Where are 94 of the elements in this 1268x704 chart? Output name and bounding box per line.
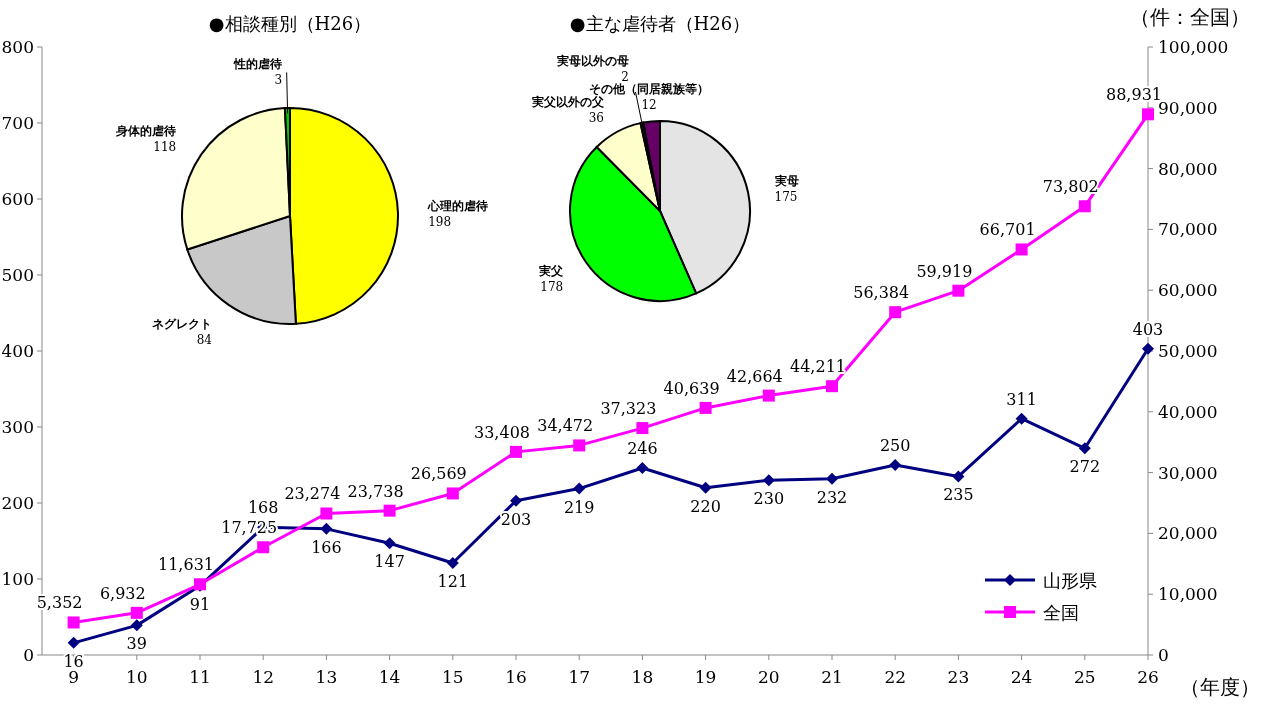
data-label: 121 bbox=[437, 572, 469, 592]
y2-tick-label: 10,000 bbox=[1158, 584, 1218, 605]
data-label: 250 bbox=[879, 436, 911, 455]
data-label: 37,323 bbox=[600, 399, 657, 419]
data-label: 34,472 bbox=[537, 416, 594, 436]
x-tick-label: 15 bbox=[441, 667, 464, 687]
data-label: 73,802 bbox=[1042, 177, 1099, 197]
legend-label: 全国 bbox=[1043, 602, 1079, 623]
chart-title: ●相談種別（H26） bbox=[208, 13, 372, 34]
data-label: 198 bbox=[428, 215, 452, 230]
data-label: 166 bbox=[311, 537, 342, 557]
data-label: 232 bbox=[816, 487, 848, 507]
data-label: 272 bbox=[1069, 457, 1101, 477]
data-label: 3 bbox=[274, 73, 283, 88]
data-label: 56,384 bbox=[853, 283, 910, 303]
y2-tick-label: 30,000 bbox=[1158, 462, 1218, 483]
y-tick-label: 100 bbox=[1, 569, 34, 589]
data-label: 5,352 bbox=[36, 593, 83, 613]
data-label: 39 bbox=[126, 634, 147, 654]
data-label: 203 bbox=[500, 509, 532, 529]
data-label: 6,932 bbox=[99, 583, 146, 603]
x-tick-label: 20 bbox=[757, 667, 780, 687]
x-tick-label: 26 bbox=[1137, 667, 1159, 687]
data-label: 168 bbox=[247, 498, 279, 518]
legend-label: 山形県 bbox=[1043, 570, 1097, 591]
x-tick-label: 14 bbox=[378, 667, 401, 687]
x-tick-label: 22 bbox=[884, 667, 907, 687]
x-tick-label: 13 bbox=[315, 667, 338, 687]
x-tick-label: 10 bbox=[125, 667, 148, 687]
x-tick-label: 23 bbox=[947, 667, 970, 687]
data-label: 403 bbox=[1132, 319, 1164, 339]
slice-label: 実父以外の父 bbox=[531, 95, 605, 110]
x-tick-label: 17 bbox=[568, 667, 591, 687]
x-tick-label: 21 bbox=[821, 667, 843, 687]
y2-axis-title: （件：全国） bbox=[1130, 5, 1250, 29]
y2-tick-label: 20,000 bbox=[1158, 523, 1218, 544]
data-label: 59,919 bbox=[916, 261, 973, 281]
data-label: 175 bbox=[774, 190, 798, 204]
data-label: 311 bbox=[1006, 389, 1037, 409]
x-tick-label: 12 bbox=[252, 667, 275, 687]
y-tick-label: 600 bbox=[1, 189, 34, 209]
data-label: 220 bbox=[690, 496, 721, 516]
y-tick-label: 400 bbox=[1, 341, 34, 361]
data-label: 235 bbox=[943, 485, 974, 505]
slice-label: 実父 bbox=[538, 263, 564, 278]
y-tick-label: 200 bbox=[1, 493, 34, 513]
data-label: 33,408 bbox=[474, 422, 530, 442]
slice-label: 身体的虐待 bbox=[115, 124, 177, 139]
data-label: 23,274 bbox=[284, 484, 341, 504]
data-label: 42,664 bbox=[726, 366, 783, 386]
data-label: 23,738 bbox=[347, 481, 404, 501]
data-label: 66,701 bbox=[979, 220, 1036, 240]
x-tick-label: 19 bbox=[694, 667, 717, 687]
y-tick-label: 300 bbox=[1, 417, 34, 437]
y2-tick-label: 40,000 bbox=[1158, 401, 1218, 422]
data-label: 230 bbox=[753, 489, 785, 509]
y2-tick-label: 90,000 bbox=[1158, 97, 1218, 118]
data-label: 11,631 bbox=[158, 555, 214, 575]
x-tick-label: 24 bbox=[1010, 667, 1033, 687]
slice-label: 実母 bbox=[773, 174, 799, 188]
data-label: 44,211 bbox=[790, 357, 846, 377]
data-label: 40,639 bbox=[663, 378, 720, 398]
x-tick-label: 11 bbox=[189, 667, 211, 687]
slice-label: 心理的虐待 bbox=[427, 199, 489, 214]
y-tick-label: 700 bbox=[1, 113, 34, 133]
data-label: 219 bbox=[563, 497, 595, 517]
data-label: 26,569 bbox=[410, 464, 467, 484]
y2-tick-label: 70,000 bbox=[1158, 219, 1218, 240]
y2-tick-label: 100,000 bbox=[1158, 37, 1229, 57]
y2-tick-label: 60,000 bbox=[1158, 280, 1218, 301]
x-tick-label: 18 bbox=[631, 667, 654, 687]
data-label: 118 bbox=[153, 140, 177, 155]
data-label: 246 bbox=[627, 439, 658, 459]
data-label: 2 bbox=[621, 69, 629, 84]
data-label: 12 bbox=[641, 97, 657, 112]
data-label: 147 bbox=[374, 552, 405, 572]
y-tick-label: 0 bbox=[23, 645, 34, 665]
data-label: 84 bbox=[196, 333, 213, 348]
y2-tick-label: 80,000 bbox=[1158, 158, 1218, 179]
slice-label: 実母以外の母 bbox=[555, 53, 629, 68]
y-tick-label: 500 bbox=[1, 265, 34, 285]
x-tick-label: 25 bbox=[1073, 667, 1096, 687]
y2-tick-label: 50,000 bbox=[1158, 341, 1218, 361]
data-label: 36 bbox=[588, 111, 605, 126]
chart-title: ●主な虐待者（H26） bbox=[569, 13, 751, 34]
data-label: 91 bbox=[189, 594, 211, 614]
slice-label: 性的虐待 bbox=[233, 57, 283, 72]
x-axis-title: （年度） bbox=[1180, 675, 1260, 699]
slice-label: その他（同居親族等） bbox=[589, 81, 710, 96]
y2-tick-label: 0 bbox=[1158, 645, 1169, 665]
x-tick-label: 16 bbox=[505, 667, 527, 687]
data-label: 178 bbox=[540, 279, 564, 294]
y-tick-label: 800 bbox=[1, 37, 34, 57]
slice-label: ネグレクト bbox=[151, 317, 212, 332]
